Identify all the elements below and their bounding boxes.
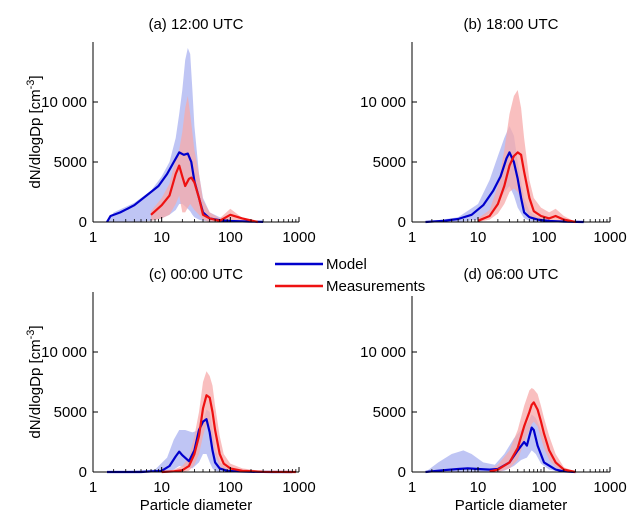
model-line [425,151,584,224]
x-tick-label: 1000 [593,229,626,246]
x-tick-label: 100 [531,479,556,496]
y-tick-label: 10 000 [360,344,406,361]
x-tick-label: 10 [153,229,170,246]
x-tick-label: 10 [470,229,487,246]
model-range-band [107,409,251,472]
measurements-line [150,164,258,224]
legend-measurements-label: Measurements [326,278,425,295]
measurements-line [477,151,576,224]
x-tick-label: 100 [218,229,243,246]
panel-title: (b) 18:00 UTC [463,16,558,33]
y-axis-label: dN/dlogDp [cm-3] [25,75,44,188]
panel-title: (a) 12:00 UTC [148,16,243,33]
y-tick-label: 5000 [373,404,406,421]
y-tick-label: 0 [79,214,87,231]
y-tick-label: 0 [79,464,87,481]
panel-title: (d) 06:00 UTC [463,266,558,283]
measurements-range-band [151,96,258,222]
measurements-line [489,401,576,474]
y-tick-label: 5000 [54,154,87,171]
x-tick-label: 10 [470,479,487,496]
x-tick-label: 1 [408,229,416,246]
x-axis-label: Particle diameter [140,497,253,514]
y-tick-label: 0 [398,464,406,481]
model-line [106,151,264,223]
y-tick-label: 10 000 [41,344,87,361]
x-tick-label: 1000 [282,229,315,246]
y-axis-label: dN/dlogDp [cm-3] [25,325,44,438]
panel-0: (a) 12:00 UTC 1 10 100 1000 0 5000 10 000dN/dlo… [25,16,316,246]
measurements-line [161,394,296,474]
x-tick-label: 1000 [282,479,315,496]
x-tick-label: 1 [89,479,97,496]
legend-background [270,250,450,296]
x-tick-label: 1 [408,479,416,496]
y-tick-label: 10 000 [41,94,87,111]
y-tick-label: 5000 [54,404,87,421]
x-axis-label: Particle diameter [455,497,568,514]
model-line [107,418,293,474]
y-tick-label: 5000 [373,154,406,171]
x-tick-label: 1 [89,229,97,246]
x-tick-label: 1000 [593,479,626,496]
x-tick-label: 10 [153,479,170,496]
legend: Model Measurements [270,250,450,296]
model-range-band [425,414,576,472]
y-tick-label: 10 000 [360,94,406,111]
y-tick-label: 0 [398,214,406,231]
model-line [425,426,576,474]
measurements-range-band [478,90,576,222]
x-tick-label: 100 [218,479,243,496]
measurements-range-band [489,388,576,472]
x-tick-label: 100 [531,229,556,246]
legend-model-label: Model [326,256,367,273]
panel-title: (c) 00:00 UTC [149,266,243,283]
